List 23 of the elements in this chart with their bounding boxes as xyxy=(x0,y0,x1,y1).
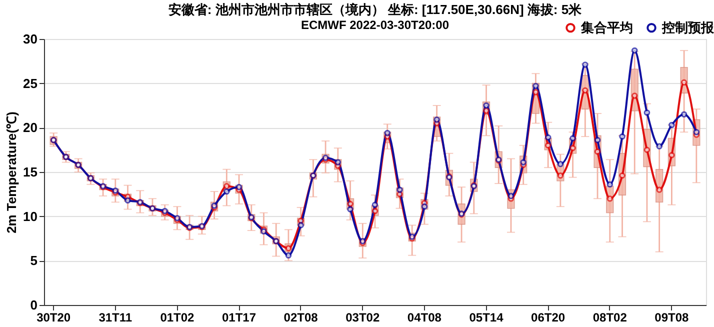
y-tick-label: 5 xyxy=(30,253,38,268)
y-tick-label: 20 xyxy=(23,120,38,136)
x-tick-label: 06T20 xyxy=(531,310,566,324)
x-tick-label: 01T02 xyxy=(160,310,195,324)
x-tick-label: 08T02 xyxy=(592,310,628,324)
y-tick-label: 15 xyxy=(23,164,38,180)
legend-label: 集合平均 xyxy=(580,20,633,35)
chart-title: 安徽省: 池州市池州市市辖区（境内） 坐标: [117.50E,30.66N] 海拔: 5米 xyxy=(168,2,583,17)
y-axis-title: 2m Temperature(℃) xyxy=(4,112,20,234)
y-tick-label: 25 xyxy=(23,76,38,91)
y-tick-label: 30 xyxy=(23,32,38,46)
x-tick-label: 31T11 xyxy=(98,310,132,324)
chart-subtitle: ECMWF 2022-03-30T20:00 xyxy=(300,18,450,32)
x-tick-label: 02T08 xyxy=(284,310,318,324)
x-tick-label: 09T08 xyxy=(654,310,690,324)
x-tick-label: 04T08 xyxy=(407,310,442,324)
y-tick-label: 10 xyxy=(23,208,38,224)
legend-label: 控制预报 xyxy=(661,20,714,35)
y-tick-label: 0 xyxy=(30,298,38,312)
x-tick-label: 03T02 xyxy=(346,310,380,324)
x-tick-label: 05T14 xyxy=(469,310,504,324)
x-tick-label: 01T17 xyxy=(222,310,256,324)
x-tick-label: 30T20 xyxy=(36,310,71,324)
